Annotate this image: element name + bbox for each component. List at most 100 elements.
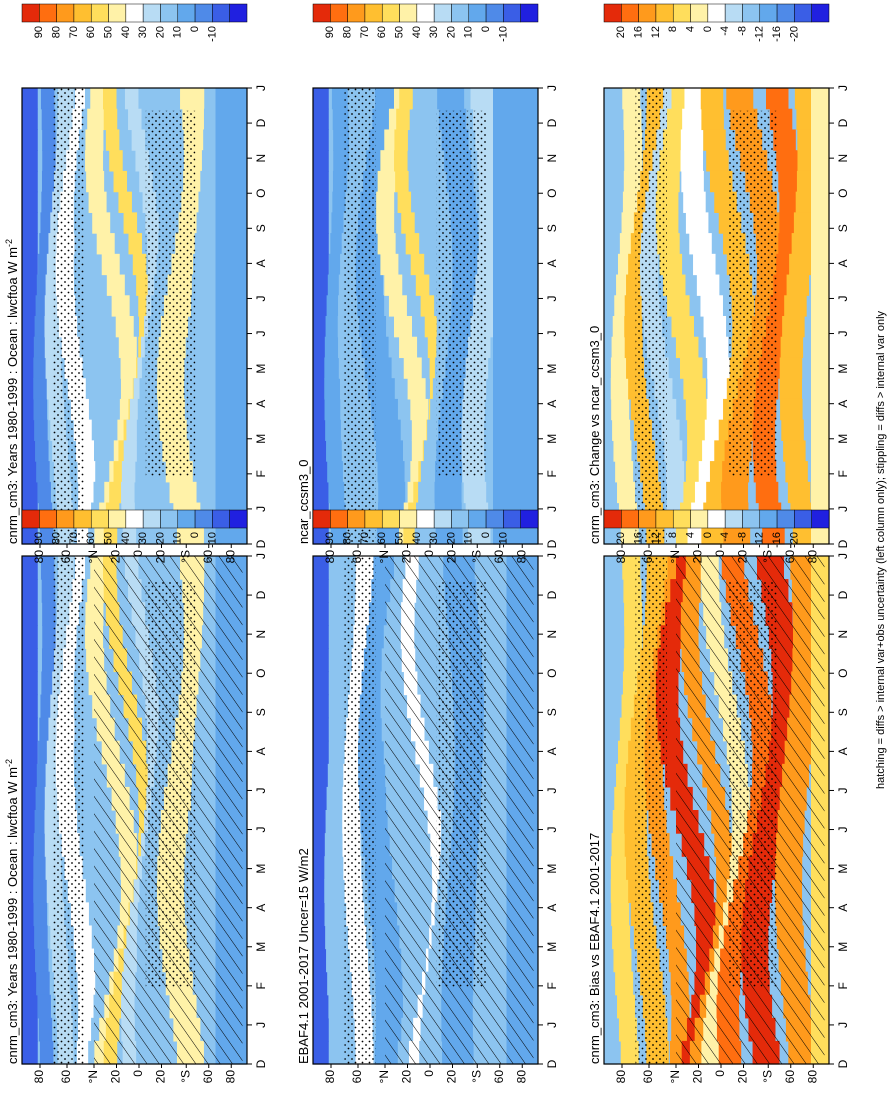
y-tick-label: 80 [514,550,528,564]
heat-cell [22,440,38,462]
heat-cell [604,481,618,504]
heat-cell [148,88,171,110]
heat-cell [493,398,538,421]
heat-cell [313,440,329,462]
heat-cell [324,398,341,421]
colorbar-swatch [759,3,778,23]
panel-1: D J F M A M J J A S O N D J 80 60 °N 20 0 20 °S 60 80 EBAF4.1 2… [296,553,559,1083]
x-tick-label: A [545,400,559,408]
heat-cell [811,481,829,504]
colorbar-swatch [621,509,639,529]
heat-cell [313,295,329,317]
heat-cell [176,523,204,545]
y-tick-label: 0 [713,1070,727,1077]
x-tick-label: D [836,118,850,127]
heat-cell [215,129,247,151]
heat-cell [604,579,618,603]
heat-cell [313,556,329,580]
heat-cell [22,1040,38,1065]
colorbar-swatch [56,3,75,23]
colorbar-swatch [655,509,674,529]
heat-cell [144,523,168,545]
heat-cell [327,461,343,483]
x-tick-label: J [254,787,268,793]
colorbar-5: 20 16 12 8 4 0 -4 -8 -12 -16 -20 [603,3,830,42]
heat-cell [811,440,829,462]
heat-cell [617,481,636,504]
colorbar-swatch [330,3,348,23]
x-tick-label: S [254,224,268,232]
heat-cell [95,461,114,483]
x-tick-label: J [836,506,850,512]
colorbar-label: -10 [497,532,509,548]
heat-cell [115,316,134,338]
heat-cell [373,419,401,441]
heat-cell [22,948,38,973]
heat-cell [22,810,38,834]
heat-cell [610,879,629,903]
plot-frame [603,87,830,545]
x-tick-label: S [545,224,559,232]
colorbar-0: 90 80 70 60 50 40 30 20 10 0 -10 [21,509,248,548]
colorbar-label: 16 [633,532,645,544]
heat-cell [22,108,38,131]
heat-cell [123,212,138,234]
heat-cell [39,523,54,545]
x-tick-label: A [254,259,268,267]
y-tick-label: 60 [350,1070,364,1084]
colorbar-label: 30 [428,26,440,38]
x-tick-label: J [254,506,268,512]
heat-cell [313,88,329,110]
heat-cell [22,671,38,696]
colorbar-label: 10 [172,26,184,38]
stipple-region [53,556,85,1064]
heat-cell [407,378,426,400]
x-tick-label: J [254,331,268,337]
heat-cell [681,170,704,193]
y-tick-label: 20 [109,550,123,564]
heat-cell [324,336,341,359]
y-tick-label: 60 [492,1070,506,1084]
y-tick-label: °S [178,550,192,563]
heat-cell [93,378,112,400]
heat-cell [784,295,807,317]
heat-cell [313,481,329,504]
y-tick-label: 80 [614,1070,628,1084]
x-tick-label: M [254,864,268,874]
heat-cell [135,150,149,172]
colorbar-label: -10 [206,532,218,548]
plot-frame [21,555,248,1065]
stipple-region [727,110,778,476]
heat-cell [22,88,38,110]
heat-cell [191,336,210,359]
heat-cell [88,336,107,359]
heat-cell [331,88,348,110]
colorbar-swatch [381,3,400,23]
x-tick-label: J [836,85,850,91]
x-tick-label: M [254,364,268,374]
heat-cell [215,378,247,400]
colorbar-label: 90 [324,532,336,544]
colorbar-swatch [347,3,366,23]
y-tick-label: 20 [736,1070,750,1084]
heat-cell [604,191,618,213]
colorbar-label: 20 [445,26,457,38]
heat-cell [380,150,399,172]
heat-cell [124,88,139,110]
heat-cell [198,440,217,462]
heat-cell [424,316,439,338]
x-tick-label: D [545,590,559,599]
heat-cell [811,316,829,338]
colorbar-swatch [56,509,75,529]
x-tick-label: J [836,331,850,337]
heat-cell [325,810,346,834]
x-tick-label: F [545,982,559,989]
heat-cell [332,191,349,213]
colorbar-swatch [330,509,348,529]
heat-cell [611,902,630,927]
heat-cell [604,523,618,545]
y-tick-label: 60 [201,550,215,564]
stipple-region [53,88,85,544]
heat-cell [215,440,247,462]
